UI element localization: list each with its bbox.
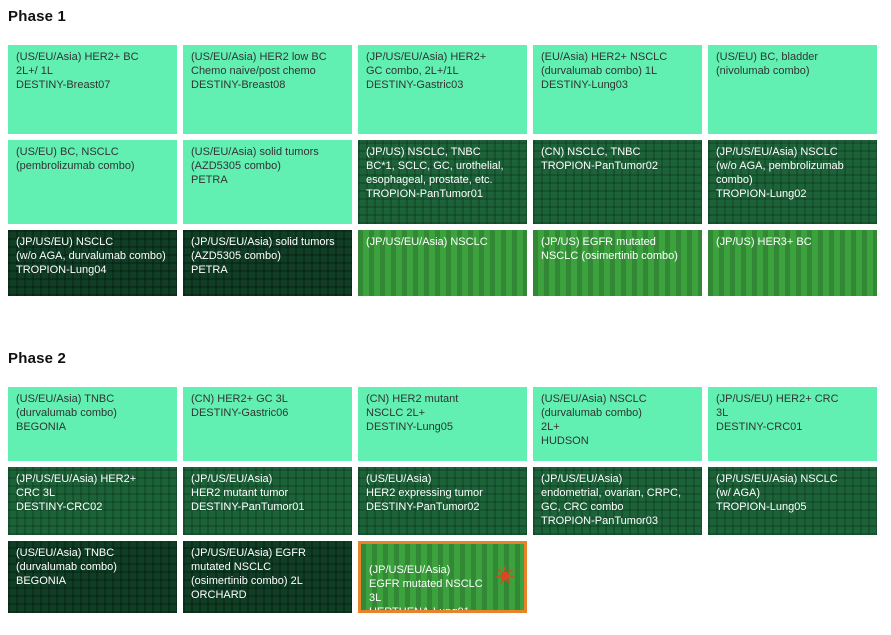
trial-card-petra-2: (JP/US/EU/Asia) solid tumors (AZD5305 co… bbox=[183, 230, 352, 296]
trial-card-bc-nsclc-pembrolizumab: (US/EU) BC, NSCLC (pembrolizumab combo) bbox=[8, 140, 177, 224]
phase2-heading: Phase 2 bbox=[8, 350, 67, 367]
trial-card-destiny-crc02: (JP/US/EU/Asia) HER2+ CRC 3L DESTINY-CRC… bbox=[8, 467, 177, 535]
trial-card-her3-bc: (JP/US) HER3+ BC bbox=[708, 230, 877, 296]
trial-card-tropion-pantumor01: (JP/US) NSCLC, TNBC BC*1, SCLC, GC, urot… bbox=[358, 140, 527, 224]
trial-card-destiny-lung03: (EU/Asia) HER2+ NSCLC (durvalumab combo)… bbox=[533, 45, 702, 134]
trial-card-begonia-2: (US/EU/Asia) TNBC (durvalumab combo) BEG… bbox=[8, 541, 177, 613]
trial-card-orchard: (JP/US/EU/Asia) EGFR mutated NSCLC (osim… bbox=[183, 541, 352, 613]
trial-card-herthena-lung01[interactable]: (JP/US/EU/Asia) EGFR mutated NSCLC 3L HE… bbox=[358, 541, 527, 613]
trial-card-destiny-lung05: (CN) HER2 mutant NSCLC 2L+ DESTINY-Lung0… bbox=[358, 387, 527, 461]
trial-card-tropion-pantumor03: (JP/US/EU/Asia) endometrial, ovarian, CR… bbox=[533, 467, 702, 535]
trial-card-tropion-lung02: (JP/US/EU/Asia) NSCLC (w/o AGA, pembroli… bbox=[708, 140, 877, 224]
trial-card-destiny-gastric03: (JP/US/EU/Asia) HER2+ GC combo, 2L+/1L D… bbox=[358, 45, 527, 134]
phase1-heading: Phase 1 bbox=[8, 8, 67, 25]
trial-card-bc-bladder-nivolumab: (US/EU) BC, bladder (nivolumab combo) bbox=[708, 45, 877, 134]
trial-card-tropion-pantumor02: (CN) NSCLC, TNBC TROPION-PanTumor02 bbox=[533, 140, 702, 224]
trial-card-egfr-nsclc-osimertinib: (JP/US) EGFR mutated NSCLC (osimertinib … bbox=[533, 230, 702, 296]
trial-card-hudson: (US/EU/Asia) NSCLC (durvalumab combo) 2L… bbox=[533, 387, 702, 461]
trial-card-destiny-gastric06: (CN) HER2+ GC 3L DESTINY-Gastric06 bbox=[183, 387, 352, 461]
trial-card-text: (JP/US/EU/Asia) EGFR mutated NSCLC 3L HE… bbox=[369, 563, 483, 613]
trial-card-petra-1: (US/EU/Asia) solid tumors (AZD5305 combo… bbox=[183, 140, 352, 224]
trial-card-nsclc: (JP/US/EU/Asia) NSCLC bbox=[358, 230, 527, 296]
trial-card-destiny-pantumor01: (JP/US/EU/Asia) HER2 mutant tumor DESTIN… bbox=[183, 467, 352, 535]
trial-card-begonia-1: (US/EU/Asia) TNBC (durvalumab combo) BEG… bbox=[8, 387, 177, 461]
trial-card-destiny-breast07: (US/EU/Asia) HER2+ BC 2L+/ 1L DESTINY-Br… bbox=[8, 45, 177, 134]
trial-card-destiny-breast08: (US/EU/Asia) HER2 low BC Chemo naive/pos… bbox=[183, 45, 352, 134]
trial-card-destiny-pantumor02: (US/EU/Asia) HER2 expressing tumor DESTI… bbox=[358, 467, 527, 535]
phase1-grid: (US/EU/Asia) HER2+ BC 2L+/ 1L DESTINY-Br… bbox=[8, 45, 883, 296]
trial-card-destiny-crc01: (JP/US/EU) HER2+ CRC 3L DESTINY-CRC01 bbox=[708, 387, 877, 461]
click-burst-icon bbox=[493, 549, 517, 585]
trial-card-tropion-lung05: (JP/US/EU/Asia) NSCLC (w/ AGA) TROPION-L… bbox=[708, 467, 877, 535]
phase2-grid: (US/EU/Asia) TNBC (durvalumab combo) BEG… bbox=[8, 387, 883, 613]
trial-card-tropion-lung04: (JP/US/EU) NSCLC (w/o AGA, durvalumab co… bbox=[8, 230, 177, 296]
